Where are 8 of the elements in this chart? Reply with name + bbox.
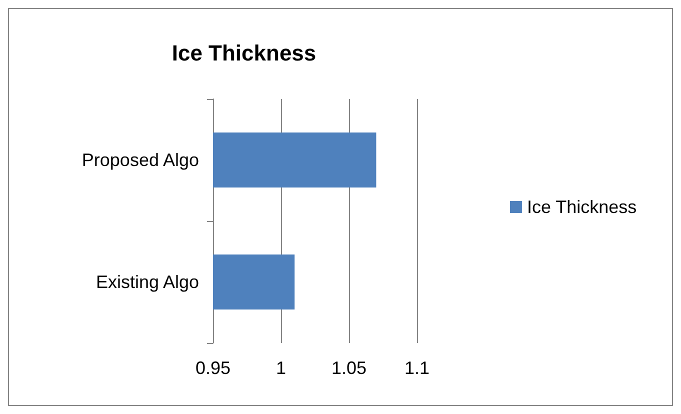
y-tick-label: Existing Algo (96, 272, 199, 292)
x-tick-label: 1 (276, 358, 286, 378)
y-tick-label: Proposed Algo (82, 150, 199, 170)
chart-title: Ice Thickness (172, 40, 316, 66)
x-tick-label: 1.1 (404, 358, 430, 378)
x-tick-label: 1.05 (331, 358, 367, 378)
legend-label: Ice Thickness (526, 197, 637, 217)
x-tick-label: 0.95 (195, 358, 231, 378)
